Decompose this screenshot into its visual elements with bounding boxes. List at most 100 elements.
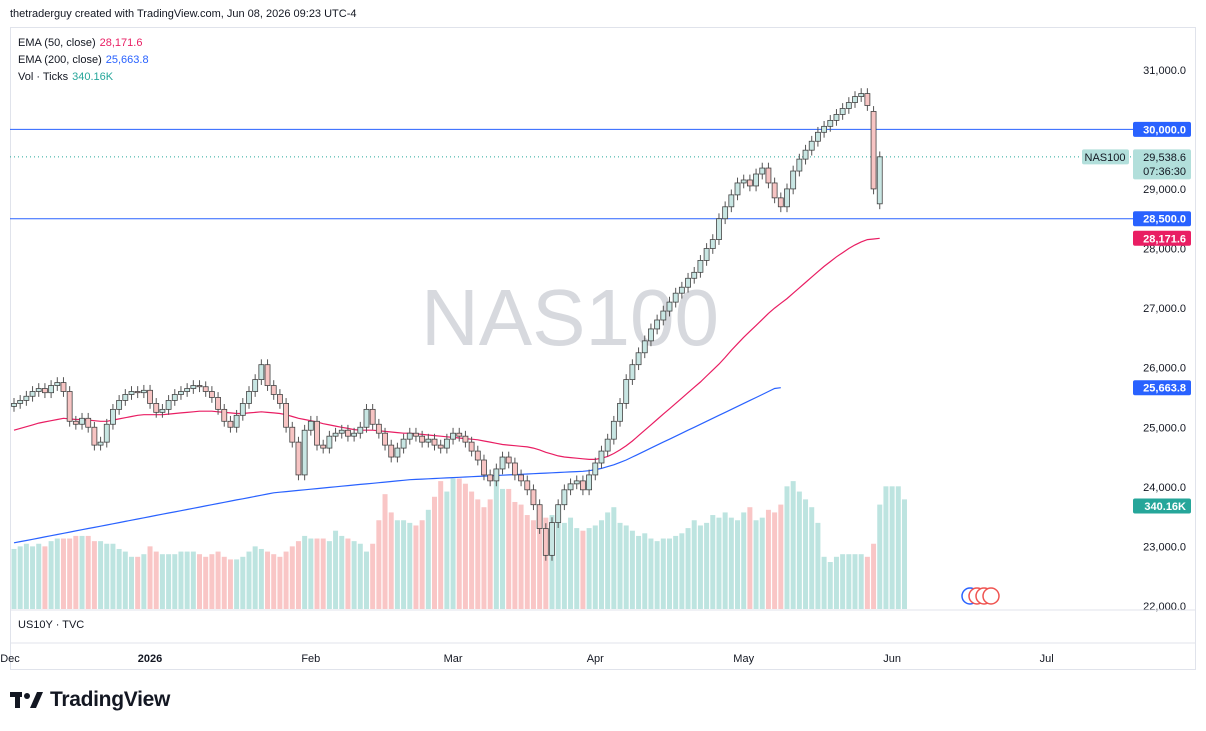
candle-up <box>97 441 104 446</box>
candle-down <box>42 388 48 394</box>
candle-down <box>777 197 784 208</box>
candle-up <box>116 400 123 410</box>
candle <box>406 427 413 445</box>
ema200-line <box>13 387 781 544</box>
candle-up <box>35 388 42 392</box>
hline-price-tag: 30,000.0 <box>1133 121 1191 137</box>
volume-bar <box>252 546 258 609</box>
volume-bar <box>574 528 580 609</box>
volume-bar <box>91 541 97 609</box>
volume-bar <box>728 517 734 609</box>
volume-bar <box>79 535 85 609</box>
candle-down <box>864 93 871 106</box>
volume-bar <box>147 546 153 609</box>
candle <box>400 433 407 454</box>
candle-up <box>252 379 259 392</box>
candle <box>790 165 797 195</box>
candle-down <box>746 179 753 187</box>
volume-bar <box>166 554 172 609</box>
volume-bar <box>840 554 846 609</box>
candle-up <box>573 480 580 485</box>
volume-bar <box>283 551 289 609</box>
candle-up <box>833 114 840 121</box>
candle-up <box>499 456 506 470</box>
candle <box>413 427 419 442</box>
candle <box>697 255 704 278</box>
candle <box>252 374 259 397</box>
candle <box>289 421 296 448</box>
candle <box>487 469 494 487</box>
volume-bar <box>611 507 617 609</box>
candle <box>542 523 549 561</box>
volume-bar <box>23 543 29 609</box>
volume-bar <box>481 507 487 609</box>
candle <box>839 103 846 120</box>
candle-down <box>147 389 153 404</box>
time-tick-label: Mar <box>444 653 463 665</box>
candle-down <box>375 423 382 434</box>
candle <box>610 415 617 445</box>
candle-up <box>666 301 673 312</box>
ema200-price-tag-bg <box>1133 380 1191 396</box>
time-tick-label: Dec <box>0 653 20 665</box>
ema50-price-tag: 28,171.6 <box>1133 230 1191 246</box>
volume-bar <box>339 535 345 609</box>
candle <box>678 281 685 299</box>
candle <box>369 404 376 430</box>
volume-bar <box>493 481 499 609</box>
candle-up <box>759 167 766 175</box>
candle <box>184 383 191 397</box>
volume-bar <box>388 512 394 609</box>
candle <box>221 404 228 427</box>
candle-up <box>54 382 61 386</box>
candle <box>746 174 753 192</box>
volume-bar <box>506 488 512 609</box>
volume-bar <box>85 535 91 609</box>
candle <box>586 469 593 496</box>
time-tick-label: Feb <box>301 653 320 665</box>
candle <box>264 359 271 391</box>
time-tick-label: Jun <box>883 653 901 665</box>
candle-down <box>580 480 586 491</box>
candle-up <box>258 364 265 380</box>
price-tick-label: 22,000.0 <box>1143 601 1186 613</box>
ema200-price-tag-text: 25,663.8 <box>1143 383 1186 395</box>
volume-bar <box>605 512 611 609</box>
candle-down <box>765 167 772 184</box>
volume-bar <box>710 515 716 609</box>
volume-bar <box>598 520 604 609</box>
candle <box>493 463 500 487</box>
candle <box>604 433 611 457</box>
candle <box>555 499 562 528</box>
candle-up <box>239 403 246 416</box>
candle-down <box>85 417 92 428</box>
candle <box>332 427 339 442</box>
candle-down <box>60 382 67 392</box>
candle <box>23 390 30 406</box>
volume-bar <box>877 504 883 609</box>
candle-up <box>654 319 661 330</box>
candle <box>876 151 883 210</box>
volume-bar <box>871 543 877 609</box>
volume-bar <box>679 533 685 609</box>
volume-bar <box>555 517 561 609</box>
candle-down <box>542 528 549 556</box>
volume-bar <box>889 486 895 609</box>
candle <box>128 386 135 400</box>
candle-up <box>827 119 834 127</box>
volume-bar <box>722 512 728 609</box>
candle <box>821 120 827 138</box>
volume-bar <box>271 554 277 609</box>
volume-bar <box>419 520 425 609</box>
candle <box>462 430 469 448</box>
candle-up <box>586 474 593 491</box>
volume-bar <box>314 538 320 609</box>
candle <box>734 177 741 201</box>
volume-bar <box>580 530 586 609</box>
candle-up <box>171 394 178 401</box>
candle-up <box>691 271 698 279</box>
candle <box>802 144 809 165</box>
volume-bar <box>394 520 400 609</box>
volume-bar <box>772 512 778 609</box>
